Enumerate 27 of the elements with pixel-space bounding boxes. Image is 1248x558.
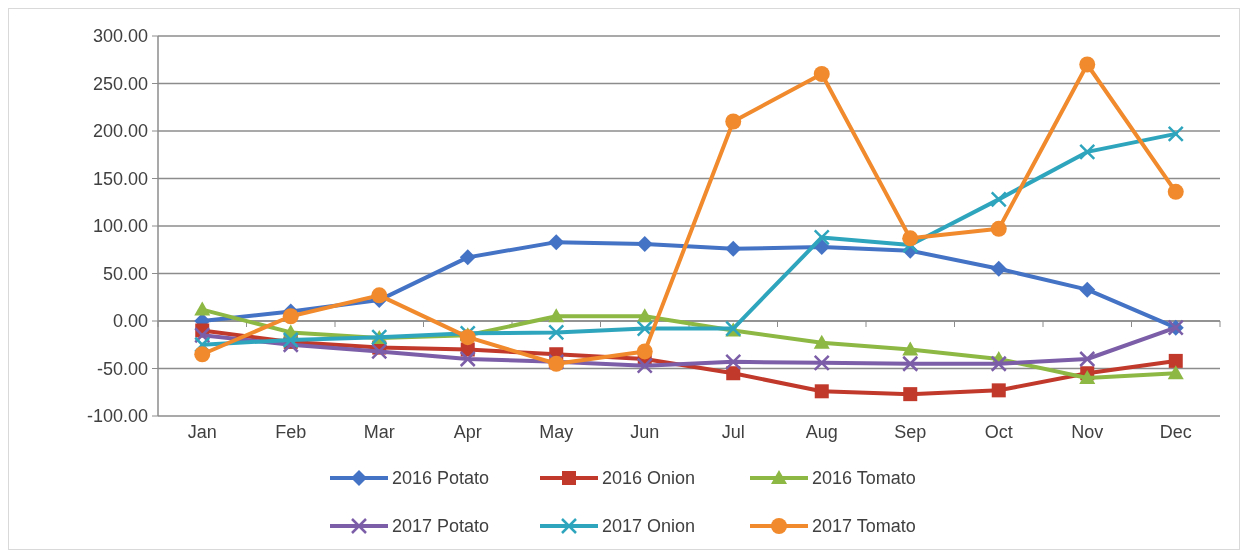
legend-label: 2017 Tomato	[812, 516, 916, 537]
x-tick-label: Jun	[630, 422, 660, 442]
x-tick-label: Aug	[805, 422, 838, 442]
x-tick-label: Feb	[275, 422, 307, 442]
y-tick-label: 250.00	[92, 73, 148, 94]
y-tick-label: 50.00	[102, 263, 148, 284]
x-tick-label: Mar	[363, 422, 395, 442]
x-tick-label: Oct	[984, 422, 1013, 442]
y-tick-label: -50.00	[96, 358, 148, 379]
x-tick-label: Sep	[894, 422, 927, 442]
x-tick-label: Dec	[1159, 422, 1192, 442]
legend-label: 2016 Onion	[602, 468, 696, 489]
x-tick-label: Apr	[453, 422, 482, 442]
legend-label: 2016 Tomato	[812, 468, 916, 489]
y-tick-label: 0.00	[112, 311, 148, 332]
x-tick-label: Jan	[187, 422, 217, 442]
y-tick-label: 200.00	[92, 121, 148, 142]
legend-label: 2017 Potato	[392, 516, 490, 537]
x-tick-label: Jul	[721, 422, 745, 442]
y-tick-label: -100.00	[86, 406, 148, 427]
x-tick-label: May	[539, 422, 574, 442]
x-tick-label: Nov	[1071, 422, 1104, 442]
legend-label: 2017 Onion	[602, 516, 696, 537]
y-tick-label: 150.00	[92, 168, 148, 189]
legend-label: 2016 Potato	[392, 468, 490, 489]
y-tick-label: 100.00	[92, 216, 148, 237]
y-tick-label: 300.00	[92, 26, 148, 47]
